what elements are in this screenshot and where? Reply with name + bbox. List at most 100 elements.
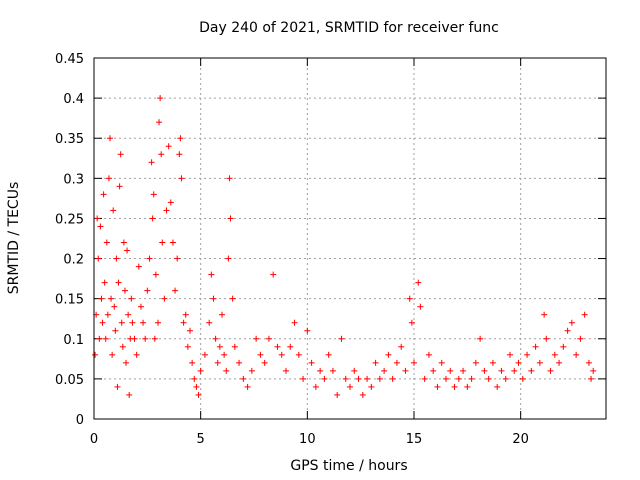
data-point xyxy=(568,319,575,326)
data-point xyxy=(172,287,179,294)
data-point xyxy=(325,351,332,358)
data-point xyxy=(226,175,233,182)
data-point xyxy=(588,375,595,382)
data-point xyxy=(210,295,217,302)
data-point xyxy=(547,367,554,374)
data-point xyxy=(519,375,526,382)
data-point xyxy=(140,319,147,326)
data-point xyxy=(123,359,129,366)
data-point xyxy=(359,391,366,398)
data-point xyxy=(128,295,135,302)
data-point xyxy=(165,143,172,150)
data-point xyxy=(532,343,539,350)
data-point xyxy=(120,239,127,246)
data-point xyxy=(274,343,281,350)
data-point xyxy=(560,343,567,350)
data-point xyxy=(502,375,509,382)
data-point xyxy=(219,311,225,318)
data-point xyxy=(208,271,215,278)
data-point xyxy=(137,303,144,310)
data-point xyxy=(133,351,140,358)
data-point xyxy=(368,383,375,390)
data-point xyxy=(156,119,163,126)
data-point xyxy=(511,367,518,374)
data-point xyxy=(116,183,123,190)
data-point xyxy=(163,207,170,214)
data-point xyxy=(376,375,383,382)
data-point xyxy=(100,191,107,198)
data-point xyxy=(240,375,247,382)
data-point xyxy=(434,383,441,390)
x-tick-label: 15 xyxy=(406,432,423,447)
data-point xyxy=(177,135,184,142)
data-point xyxy=(355,375,362,382)
data-point xyxy=(248,367,255,374)
data-point xyxy=(119,343,126,350)
data-point xyxy=(125,311,132,318)
data-point xyxy=(577,335,584,342)
data-point xyxy=(121,287,128,294)
data-point xyxy=(118,319,125,326)
y-tick-label: 0.2 xyxy=(63,253,84,268)
data-point xyxy=(108,295,115,302)
x-tick-label: 5 xyxy=(197,432,205,447)
data-point xyxy=(191,375,198,382)
data-point xyxy=(104,311,111,318)
data-point xyxy=(158,151,165,158)
data-point xyxy=(372,359,379,366)
data-point xyxy=(244,383,251,390)
data-point xyxy=(287,343,294,350)
data-point xyxy=(105,175,112,182)
y-tick-label: 0.25 xyxy=(55,212,84,227)
data-point xyxy=(265,335,272,342)
data-point xyxy=(117,151,124,158)
grid-layer xyxy=(94,58,606,419)
data-point xyxy=(111,303,118,310)
data-point xyxy=(107,135,113,142)
chart-title: Day 240 of 2021, SRMTID for receiver fun… xyxy=(199,20,499,36)
data-point xyxy=(481,367,488,374)
data-point xyxy=(174,255,181,262)
data-point xyxy=(214,359,221,366)
data-point xyxy=(317,367,324,374)
data-point xyxy=(411,359,417,366)
data-point xyxy=(101,279,108,286)
data-point xyxy=(573,351,580,358)
data-point xyxy=(146,255,153,262)
data-point xyxy=(113,255,120,262)
data-point xyxy=(97,223,104,230)
data-point xyxy=(161,295,168,302)
data-point xyxy=(342,375,349,382)
data-point xyxy=(102,335,109,342)
y-axis-label: SRMTID / TECUs xyxy=(6,182,22,295)
data-point xyxy=(180,319,187,326)
data-point xyxy=(109,351,116,358)
data-point xyxy=(283,367,289,374)
data-point xyxy=(489,359,496,366)
data-point xyxy=(157,95,164,102)
y-tick-label: 0.35 xyxy=(55,132,84,147)
data-point xyxy=(477,335,484,342)
data-point xyxy=(585,359,592,366)
data-point xyxy=(406,295,413,302)
data-point xyxy=(528,367,535,374)
y-tick-label: 0.45 xyxy=(55,52,84,67)
data-point xyxy=(421,375,428,382)
data-point xyxy=(430,367,437,374)
data-point xyxy=(564,327,571,334)
data-point xyxy=(334,391,341,398)
data-point xyxy=(169,239,176,246)
data-point xyxy=(150,191,157,198)
data-point xyxy=(485,375,492,382)
data-point xyxy=(155,319,161,326)
data-point xyxy=(304,327,311,334)
data-point xyxy=(295,351,302,358)
data-point xyxy=(124,247,131,254)
data-point xyxy=(114,383,121,390)
data-point xyxy=(223,367,230,374)
data-point xyxy=(472,359,479,366)
data-point xyxy=(417,303,424,310)
data-point xyxy=(221,351,228,358)
data-point xyxy=(261,359,268,366)
data-point xyxy=(98,295,105,302)
